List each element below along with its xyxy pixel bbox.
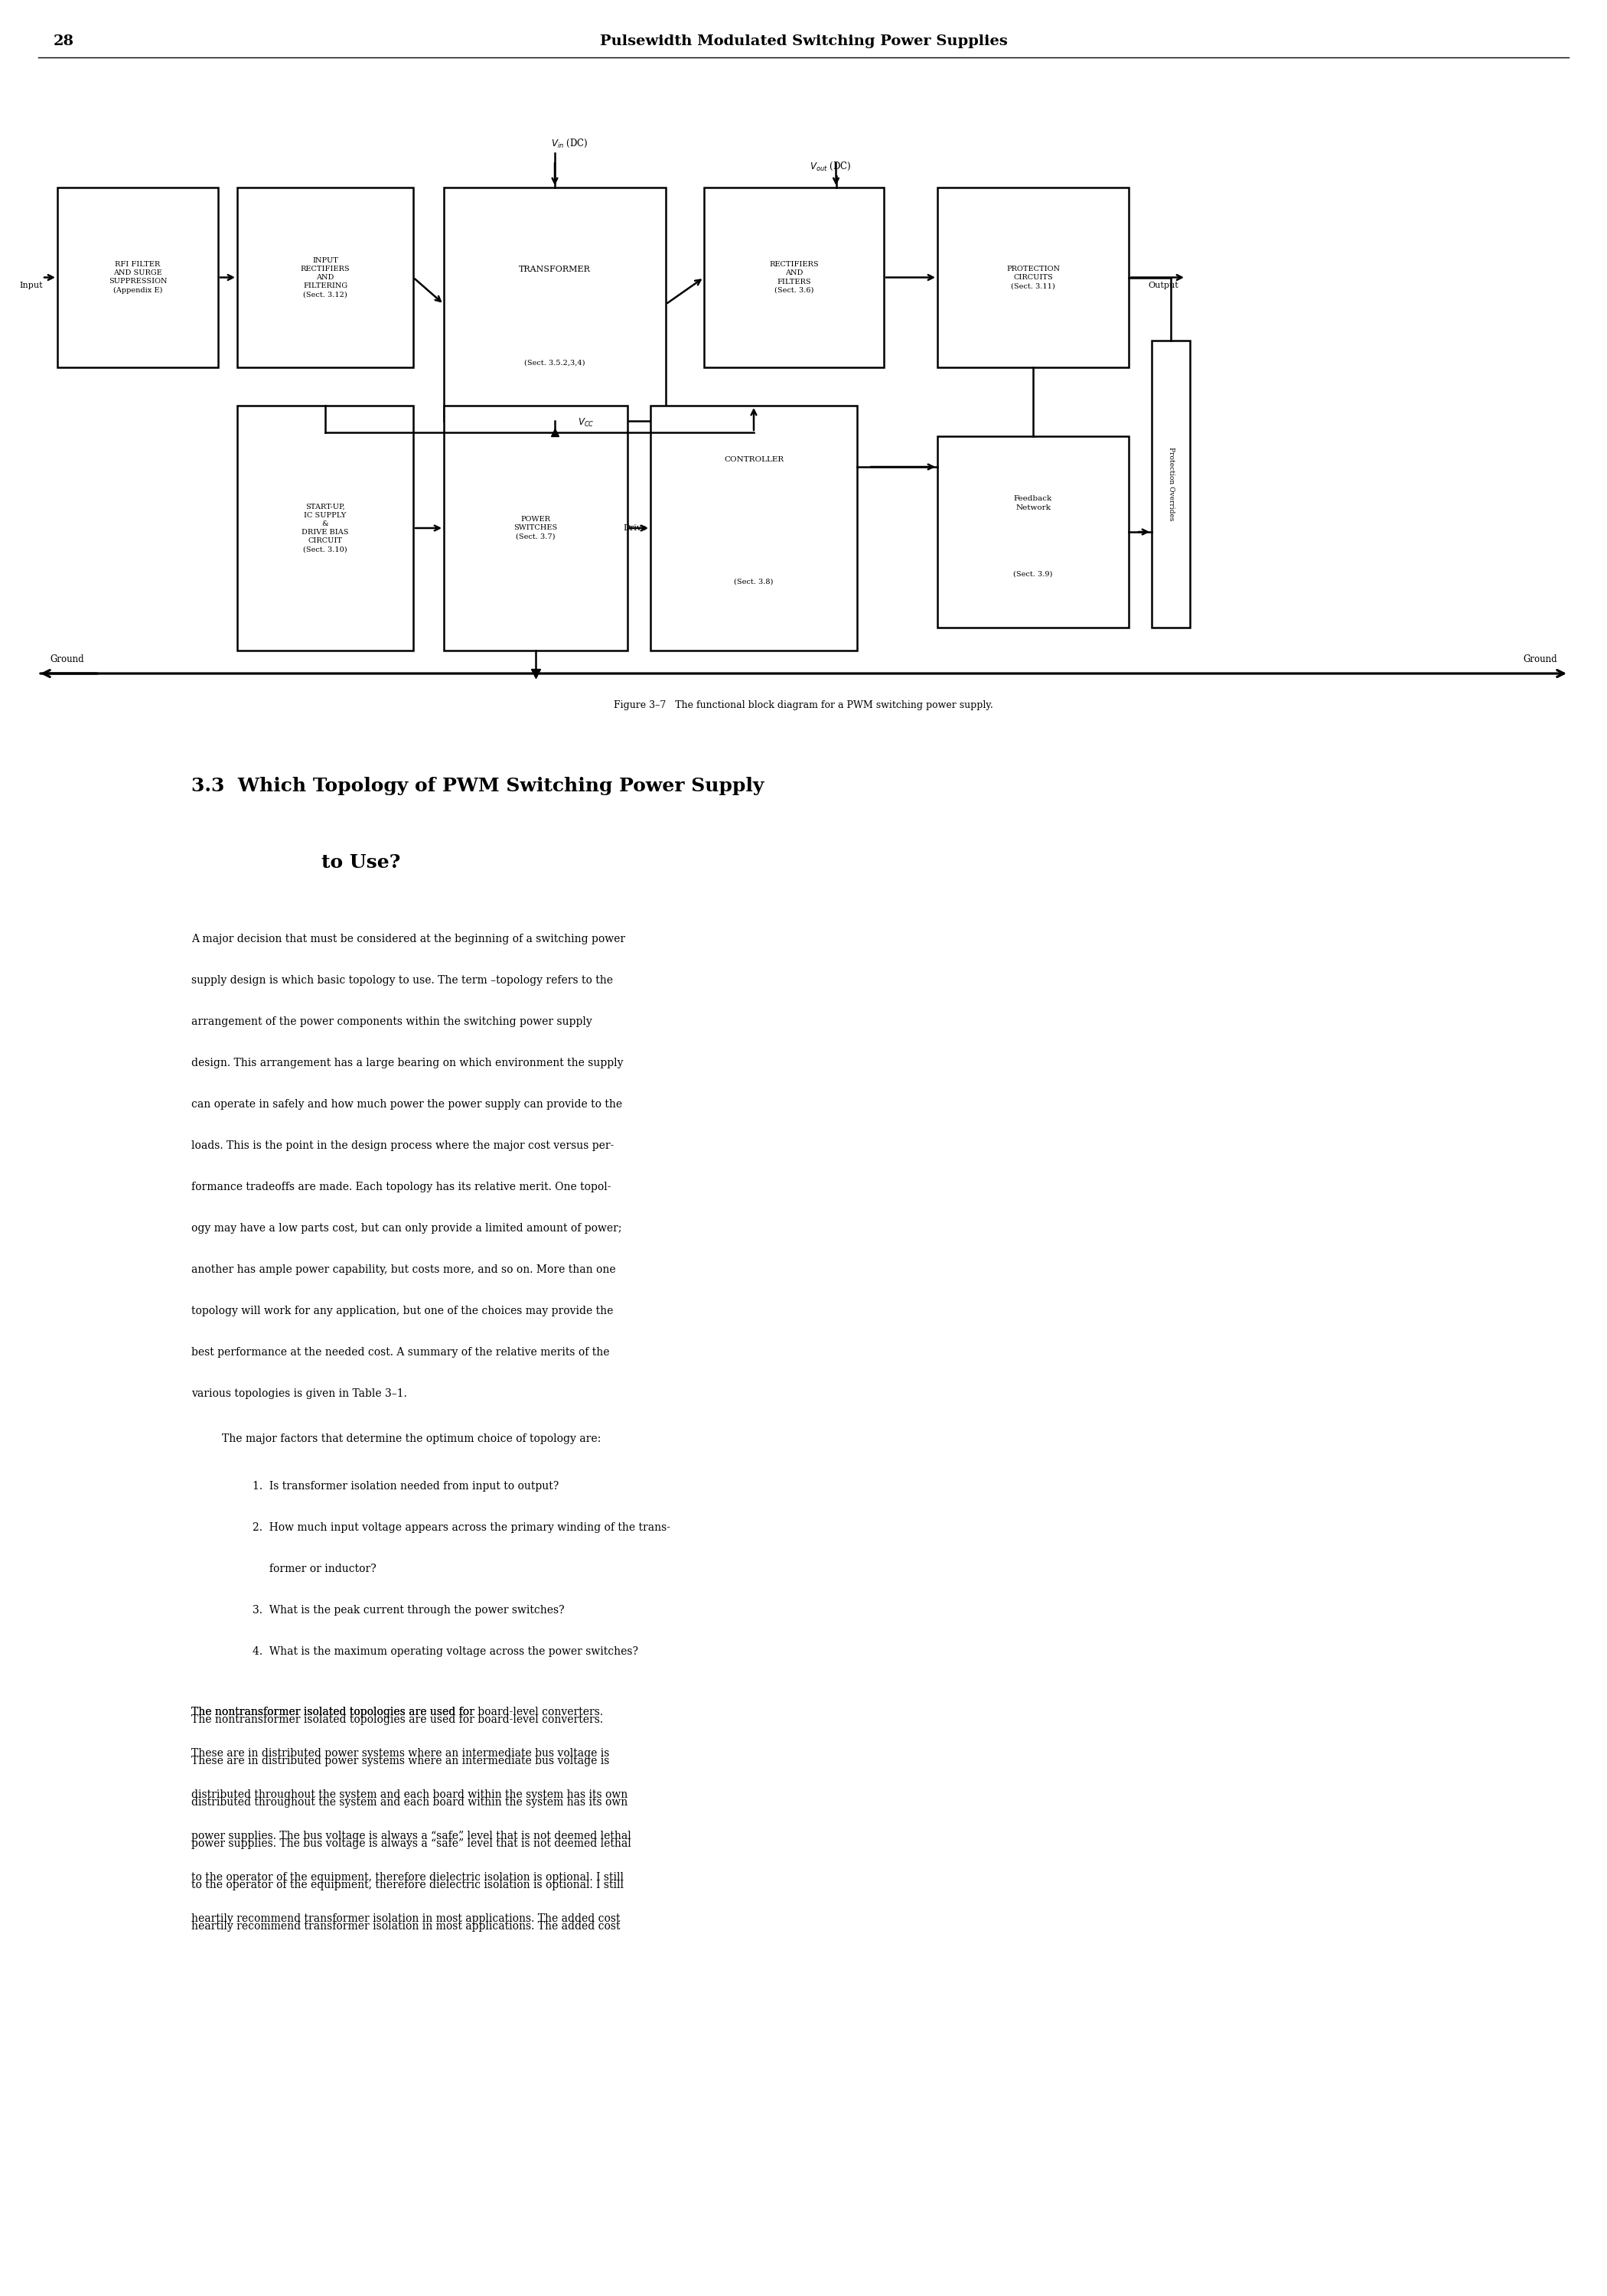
Text: to the operator of the equipment, therefore dielectric isolation is optional. I : to the operator of the equipment, theref… [191,1871,624,1883]
Text: The nontransformer isolated topologies are used for board-level converters.: The nontransformer isolated topologies a… [191,1706,603,1717]
Bar [651,406,857,650]
Bar [58,188,219,367]
Bar [1152,340,1189,627]
Text: 28: 28 [53,34,74,48]
Text: supply design is which basic topology to use. The term –topology refers to the: supply design is which basic topology to… [191,976,612,985]
Text: power supplies. The bus voltage is always a “safe” level that is not deemed leth: power supplies. The bus voltage is alway… [191,1839,632,1848]
Text: 2.  How much input voltage appears across the primary winding of the trans-: 2. How much input voltage appears across… [252,1522,670,1534]
Text: loads. This is the point in the design process where the major cost versus per-: loads. This is the point in the design p… [191,1141,614,1150]
Text: The major factors that determine the optimum choice of topology are:: The major factors that determine the opt… [222,1433,601,1444]
Text: Protection Overrides: Protection Overrides [1167,448,1175,521]
Text: can operate in safely and how much power the power supply can provide to the: can operate in safely and how much power… [191,1100,622,1109]
Bar [238,188,413,367]
Text: The nontransformer isolated topologies are used for board-level converters.: The nontransformer isolated topologies a… [191,1715,603,1724]
Bar [238,406,413,650]
Bar [704,188,884,367]
Text: heartily recommend transformer isolation in most applications. The added cost: heartily recommend transformer isolation… [191,1913,620,1924]
Text: topology will work for any application, but one of the choices may provide the: topology will work for any application, … [191,1306,614,1316]
Text: INPUT
RECTIFIERS
AND
FILTERING
(Sect. 3.12): INPUT RECTIFIERS AND FILTERING (Sect. 3.… [301,257,350,298]
Text: These are in distributed power systems where an intermediate bus voltage is: These are in distributed power systems w… [191,1747,609,1759]
Text: 1.  Is transformer isolation needed from input to output?: 1. Is transformer isolation needed from … [252,1481,559,1492]
Text: (Sect. 3.8): (Sect. 3.8) [734,579,773,585]
Text: PROTECTION
CIRCUITS
(Sect. 3.11): PROTECTION CIRCUITS (Sect. 3.11) [1006,266,1061,289]
Text: former or inductor?: former or inductor? [252,1564,376,1575]
Text: formance tradeoffs are made. Each topology has its relative merit. One topol-: formance tradeoffs are made. Each topolo… [191,1182,611,1192]
Text: RFI FILTER
AND SURGE
SUPPRESSION
(Appendix E): RFI FILTER AND SURGE SUPPRESSION (Append… [109,262,167,294]
Text: These are in distributed power systems where an intermediate bus voltage is: These are in distributed power systems w… [191,1756,609,1766]
Text: power supplies. The bus voltage is always a “safe” level that is not deemed leth: power supplies. The bus voltage is alway… [191,1830,632,1841]
Text: TRANSFORMER: TRANSFORMER [519,266,591,273]
Text: heartily recommend transformer isolation in most applications. The added cost: heartily recommend transformer isolation… [191,1922,620,1931]
Text: Figure 3–7   The functional block diagram for a PWM switching power supply.: Figure 3–7 The functional block diagram … [614,700,993,709]
Text: RECTIFIERS
AND
FILTERS
(Sect. 3.6): RECTIFIERS AND FILTERS (Sect. 3.6) [770,262,818,294]
Text: Ground: Ground [50,654,84,664]
Bar [444,406,627,650]
Text: to Use?: to Use? [321,854,400,872]
Text: 4.  What is the maximum operating voltage across the power switches?: 4. What is the maximum operating voltage… [252,1646,638,1658]
Text: Pulsewidth Modulated Switching Power Supplies: Pulsewidth Modulated Switching Power Sup… [599,34,1008,48]
Text: ogy may have a low parts cost, but can only provide a limited amount of power;: ogy may have a low parts cost, but can o… [191,1224,622,1233]
Text: arrangement of the power components within the switching power supply: arrangement of the power components with… [191,1017,591,1026]
Text: 3.  What is the peak current through the power switches?: 3. What is the peak current through the … [252,1605,564,1616]
Text: design. This arrangement has a large bearing on which environment the supply: design. This arrangement has a large bea… [191,1058,624,1068]
Text: to the operator of the equipment, therefore dielectric isolation is optional. I : to the operator of the equipment, theref… [191,1880,624,1890]
Text: another has ample power capability, but costs more, and so on. More than one: another has ample power capability, but … [191,1265,615,1274]
Text: distributed throughout the system and each board within the system has its own: distributed throughout the system and ea… [191,1789,628,1800]
Bar [444,188,665,420]
Text: $V_{out}$ (DC): $V_{out}$ (DC) [810,161,850,172]
Text: distributed throughout the system and each board within the system has its own: distributed throughout the system and ea… [191,1798,628,1807]
Text: The nontransformer isolated topologies are used for: The nontransformer isolated topologies a… [191,1706,477,1717]
Bar [937,188,1128,367]
Text: (Sect. 3.5.2,3,4): (Sect. 3.5.2,3,4) [524,358,585,365]
Text: 3.3  Which Topology of PWM Switching Power Supply: 3.3 Which Topology of PWM Switching Powe… [191,776,763,794]
Text: Input: Input [19,282,42,289]
Bar [937,436,1128,627]
Text: $V_{CC}$: $V_{CC}$ [579,418,595,429]
Text: best performance at the needed cost. A summary of the relative merits of the: best performance at the needed cost. A s… [191,1348,609,1357]
Text: A major decision that must be considered at the beginning of a switching power: A major decision that must be considered… [191,934,625,944]
Text: $V_{in}$ (DC): $V_{in}$ (DC) [551,138,588,149]
Text: CONTROLLER: CONTROLLER [723,457,784,464]
Text: (Sect. 3.9): (Sect. 3.9) [1014,572,1053,579]
Text: POWER
SWITCHES
(Sect. 3.7): POWER SWITCHES (Sect. 3.7) [514,517,558,540]
Text: Feedback
Network: Feedback Network [1014,496,1053,512]
Text: Ground: Ground [1523,654,1557,664]
Text: START-UP,
IC SUPPLY
&
DRIVE BIAS
CIRCUIT
(Sect. 3.10): START-UP, IC SUPPLY & DRIVE BIAS CIRCUIT… [302,503,349,553]
Text: Drive: Drive [624,523,648,533]
Text: various topologies is given in Table 3–1.: various topologies is given in Table 3–1… [191,1389,407,1398]
Text: Output: Output [1147,282,1178,289]
